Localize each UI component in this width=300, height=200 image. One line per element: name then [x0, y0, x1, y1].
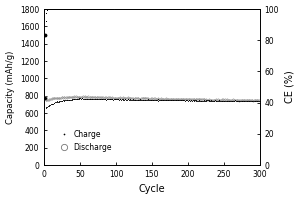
- X-axis label: Cycle: Cycle: [139, 184, 165, 194]
- Y-axis label: CE (%): CE (%): [284, 71, 294, 103]
- Legend: Charge, Discharge: Charge, Discharge: [55, 129, 114, 153]
- Y-axis label: Capacity (mAh/g): Capacity (mAh/g): [6, 50, 15, 124]
